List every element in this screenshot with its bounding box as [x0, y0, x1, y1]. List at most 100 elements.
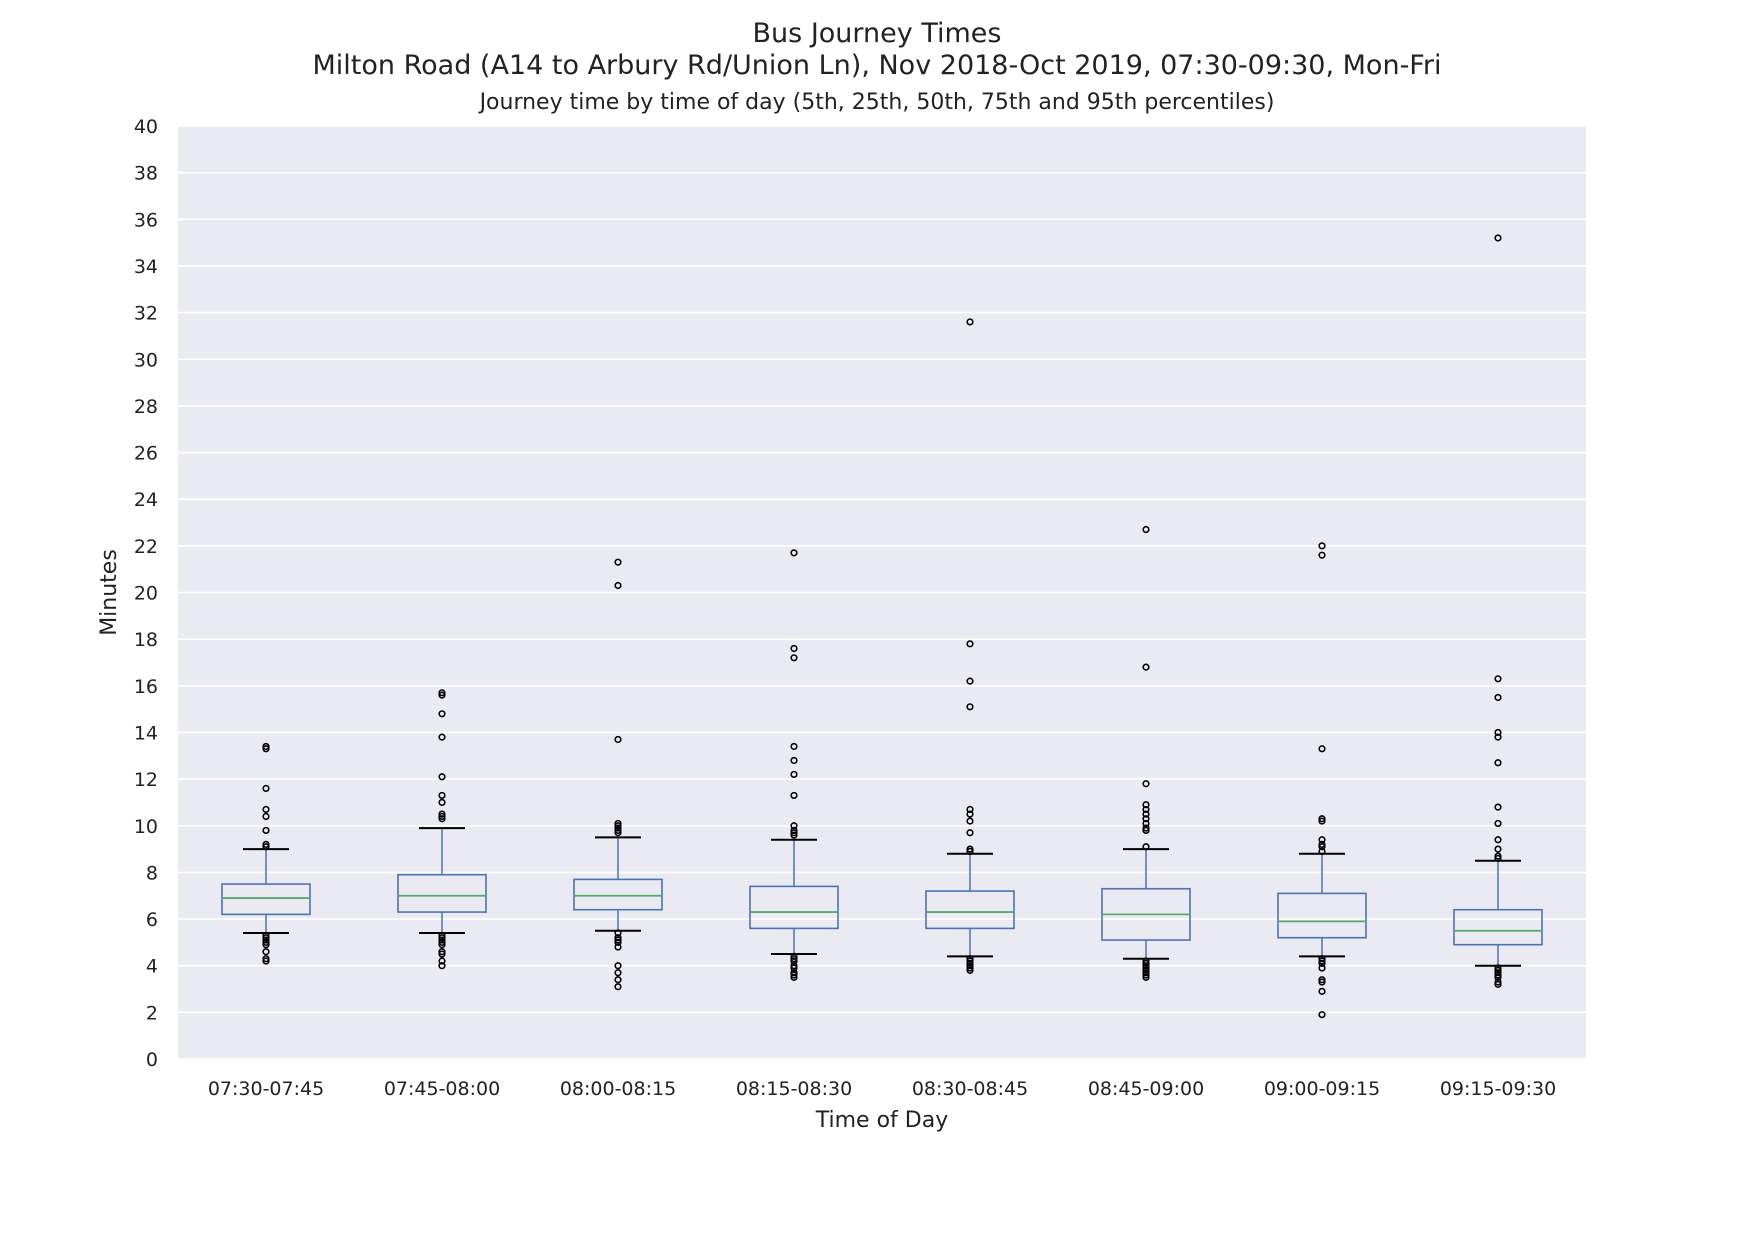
y-tick-label: 14	[134, 722, 158, 744]
y-tick-label: 38	[134, 163, 158, 185]
outlier-point	[1142, 780, 1150, 788]
outlier-point	[1494, 836, 1502, 844]
outlier-point	[614, 936, 622, 944]
outlier-point	[1318, 843, 1326, 851]
outlier-point	[1318, 957, 1326, 965]
gridlines	[178, 125, 1586, 1060]
outlier-point	[966, 318, 974, 326]
outlier-point	[790, 770, 798, 779]
outlier-point	[1142, 973, 1150, 981]
iqr-box	[397, 873, 487, 913]
outlier-point	[790, 831, 798, 839]
outlier-point	[966, 962, 974, 970]
box-group	[397, 689, 487, 970]
outlier-point	[790, 962, 798, 970]
y-tick-label: 34	[134, 256, 158, 278]
outlier-point	[1494, 234, 1502, 242]
outlier-point	[1494, 973, 1502, 981]
y-tick-label: 28	[134, 396, 158, 418]
outlier-point	[1494, 819, 1502, 828]
outlier-point	[1318, 815, 1326, 823]
outlier-point	[1494, 854, 1502, 863]
x-tick-label: 08:30-08:45	[912, 1078, 1028, 1100]
y-tick-label: 2	[146, 1002, 158, 1024]
outlier-point	[790, 549, 798, 557]
outlier-point	[1142, 805, 1150, 814]
outlier-point	[438, 791, 446, 800]
iqr-box	[1453, 908, 1543, 946]
outlier-point	[1494, 852, 1502, 860]
outlier-point	[1142, 525, 1150, 534]
y-tick-label: 16	[134, 676, 158, 698]
outlier-point	[614, 943, 622, 951]
outlier-point	[1142, 663, 1150, 671]
outlier-point	[966, 845, 974, 853]
iqr-box	[925, 890, 1015, 930]
outlier-point	[1142, 971, 1150, 979]
outlier-point	[438, 962, 446, 970]
outlier-point	[1494, 845, 1502, 853]
outlier-point	[614, 824, 622, 832]
outlier-point	[790, 964, 798, 972]
outlier-point	[1494, 966, 1502, 974]
outlier-point	[614, 962, 622, 970]
outlier-point	[262, 931, 270, 939]
outlier-point	[790, 973, 798, 981]
outlier-point	[1494, 675, 1502, 683]
outlier-point	[966, 817, 974, 825]
outlier-point	[966, 805, 974, 814]
outlier-point	[966, 829, 974, 837]
outlier-point	[438, 733, 446, 741]
outlier-point	[966, 966, 974, 974]
outlier-point	[614, 735, 622, 744]
outlier-point	[1318, 745, 1326, 753]
outlier-point	[1494, 728, 1502, 737]
outlier-point	[1494, 733, 1502, 741]
y-tick-label: 4	[146, 956, 158, 978]
y-tick-label: 24	[134, 489, 158, 511]
x-tick-label: 09:15-09:30	[1440, 1078, 1556, 1100]
outlier-point	[262, 840, 270, 849]
x-tick-label: 07:30-07:45	[208, 1078, 324, 1100]
outlier-point	[438, 957, 446, 965]
outlier-point	[1494, 969, 1502, 977]
chart-caption: Journey time by time of day (5th, 25th, …	[479, 90, 1275, 115]
outlier-point	[1494, 693, 1502, 702]
outlier-point	[1142, 819, 1150, 828]
outlier-point	[438, 941, 446, 949]
outlier-point	[790, 955, 798, 963]
outlier-point	[262, 812, 270, 821]
outlier-point	[438, 710, 446, 718]
outlier-point	[1494, 803, 1502, 811]
y-tick-label: 8	[146, 862, 158, 884]
box-group	[1277, 542, 1367, 1019]
outlier-point	[1318, 978, 1326, 986]
outlier-point	[1142, 824, 1150, 832]
y-tick-label: 26	[134, 443, 158, 465]
outlier-point	[1318, 976, 1326, 984]
outlier-point	[966, 959, 974, 967]
y-tick-label: 36	[134, 209, 158, 231]
x-tick-label: 09:00-09:15	[1264, 1078, 1380, 1100]
outlier-point	[1142, 957, 1150, 965]
y-tick-label: 30	[134, 349, 158, 371]
outlier-point	[262, 948, 270, 956]
outlier-point	[614, 938, 622, 946]
outlier-point	[790, 822, 798, 830]
x-axis-label: Time of Day	[815, 1108, 948, 1133]
y-tick-label: 6	[146, 909, 158, 931]
chart-title: Bus Journey Times	[752, 18, 1002, 49]
outlier-point	[1142, 826, 1150, 835]
outlier-point	[966, 957, 974, 965]
outlier-point	[790, 644, 798, 653]
outlier-point	[262, 955, 270, 963]
outlier-point	[790, 969, 798, 977]
iqr-box	[749, 885, 839, 930]
outlier-point	[1142, 969, 1150, 977]
outlier-point	[1494, 759, 1502, 767]
outlier-point	[1494, 971, 1502, 979]
outlier-point	[438, 948, 446, 956]
outlier-point	[262, 826, 270, 835]
outlier-point	[438, 691, 446, 699]
